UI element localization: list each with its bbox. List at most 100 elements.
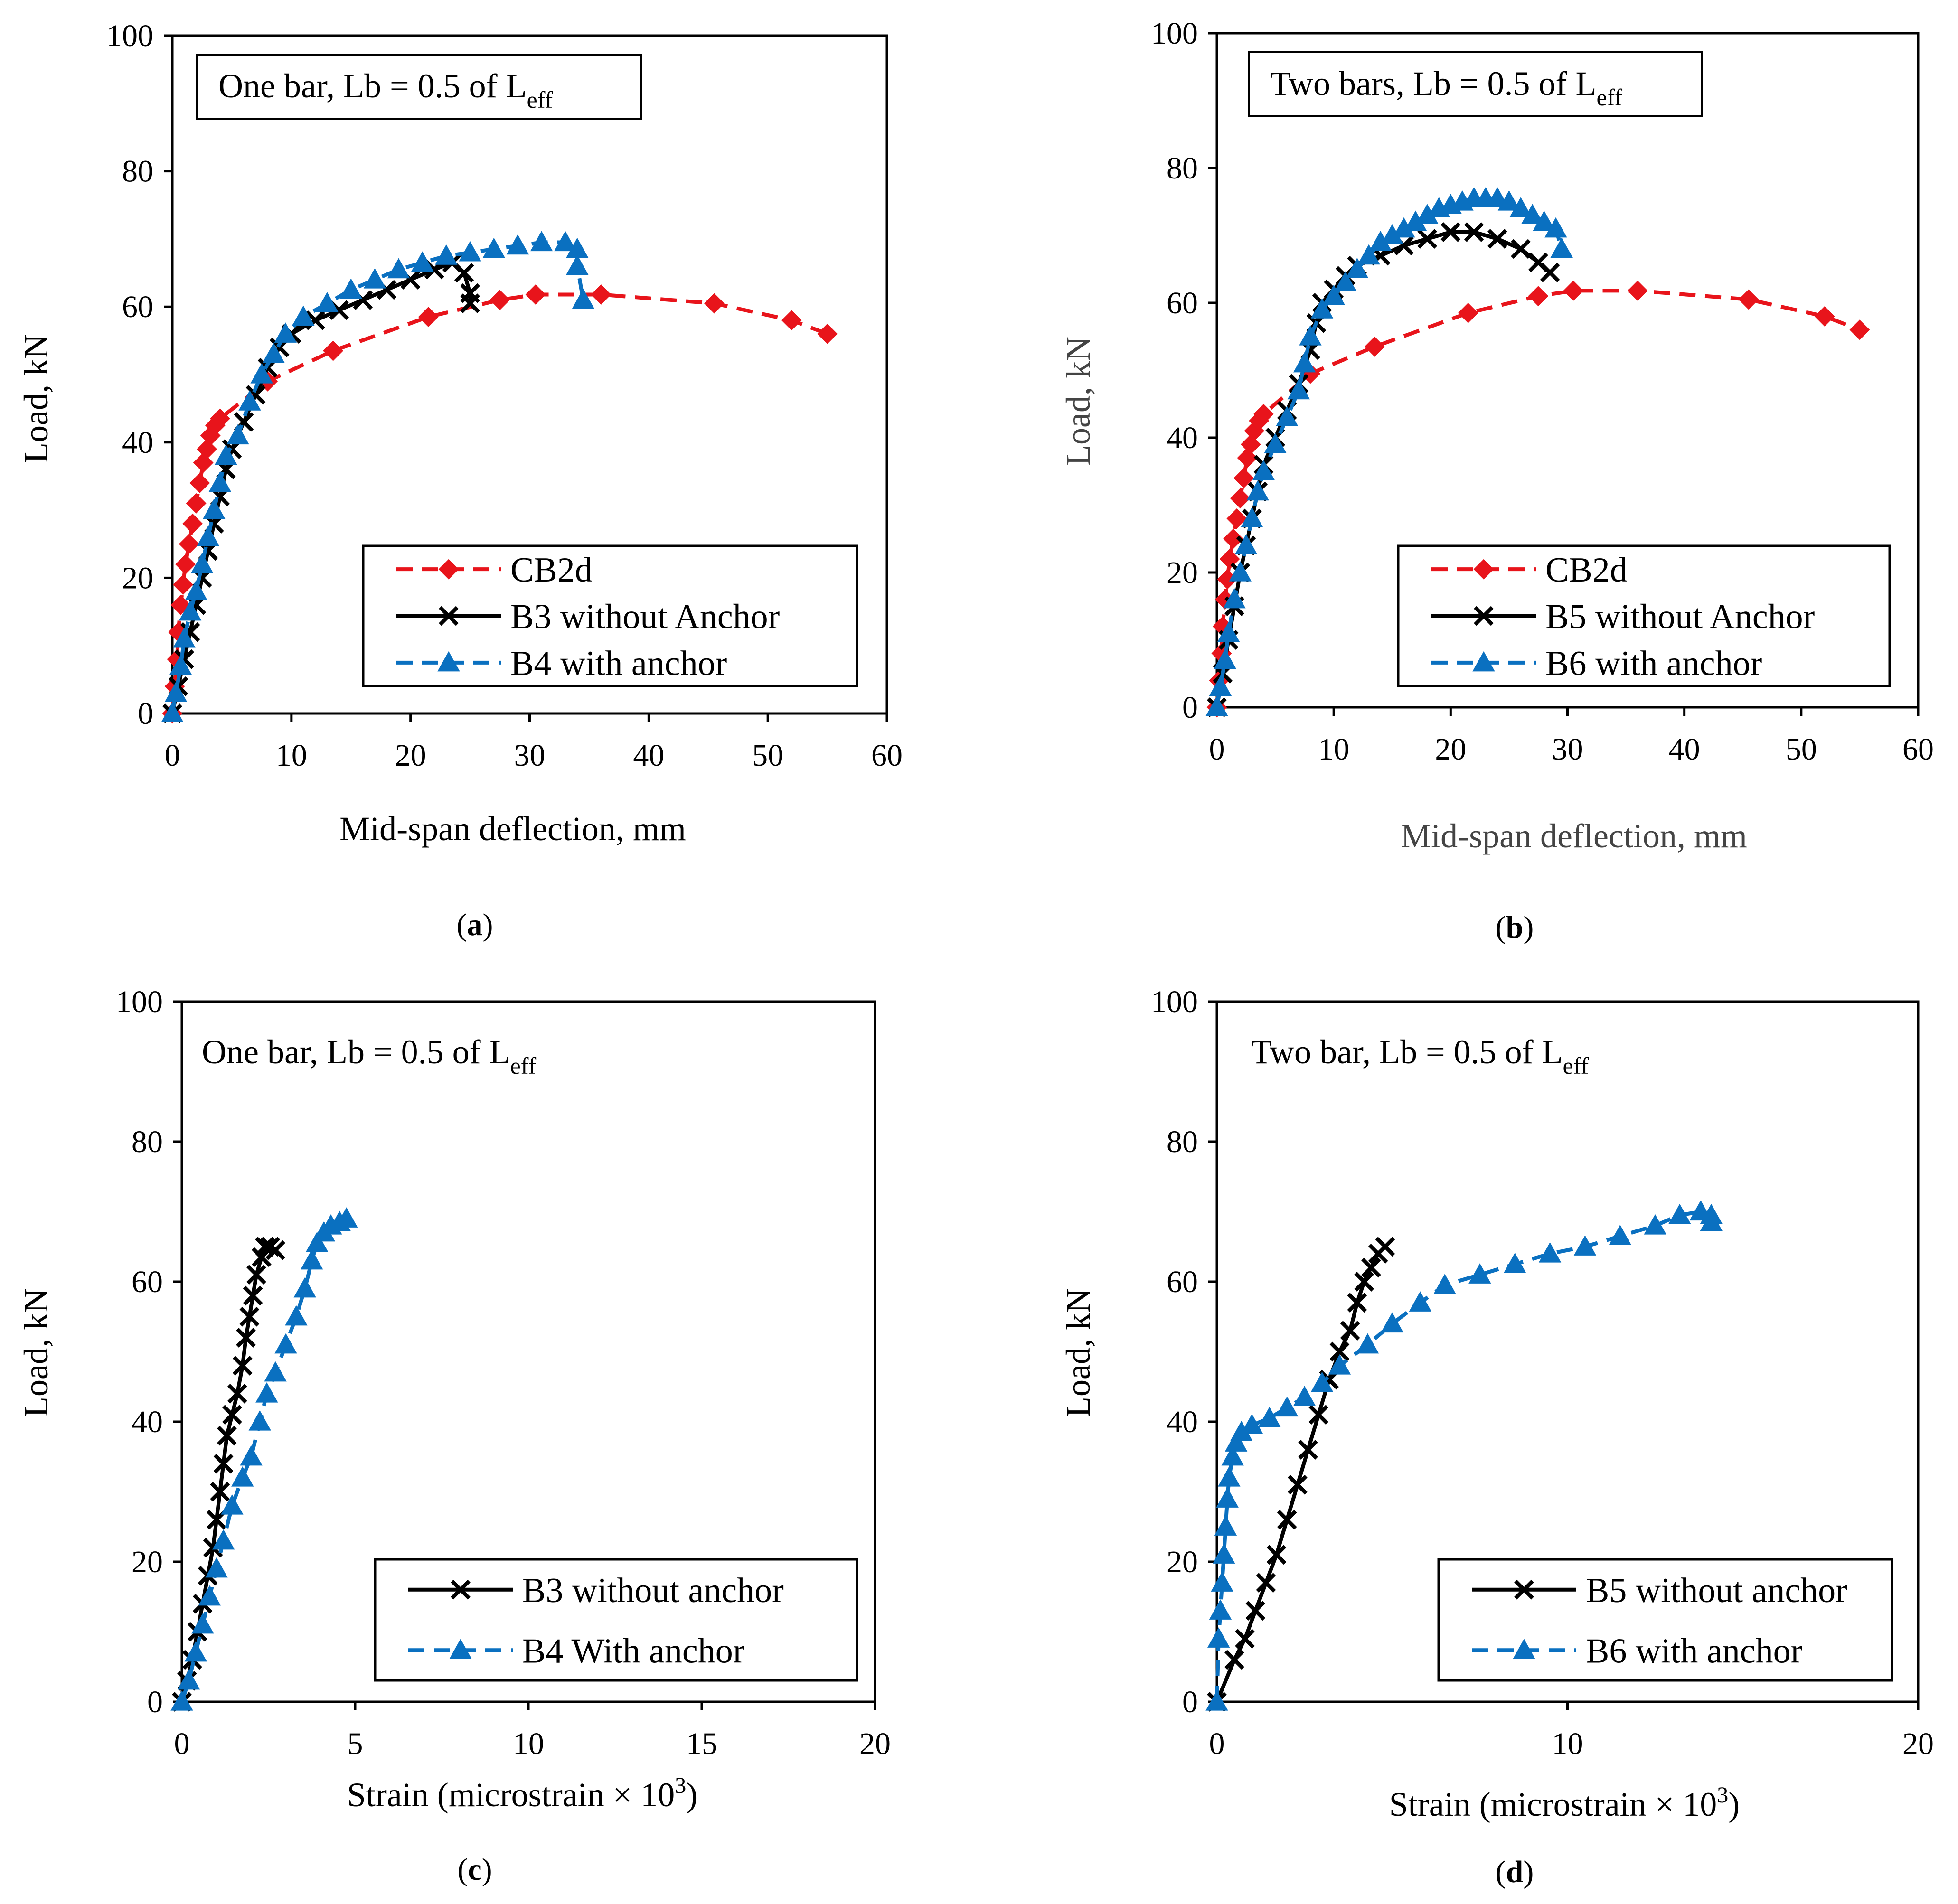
x-tick-label-a: 50 <box>752 738 783 773</box>
data-point-b-2 <box>1544 217 1567 238</box>
data-point-a-2 <box>191 553 214 573</box>
data-point-d-1 <box>1356 1333 1379 1354</box>
data-point-b-2 <box>1322 284 1345 305</box>
data-point-b-1 <box>1417 229 1437 249</box>
data-point-b-0 <box>1230 488 1251 509</box>
data-point-b-2 <box>1252 460 1275 480</box>
x-tick-label-c: 10 <box>513 1726 544 1761</box>
legend-marker-a-1 <box>439 606 459 626</box>
legend-marker-c-0 <box>451 1579 471 1600</box>
data-point-d-0 <box>1329 1341 1350 1362</box>
data-point-a-2 <box>530 231 553 252</box>
data-point-a-0 <box>418 307 439 328</box>
y-tick-label-d: 80 <box>1167 1125 1198 1159</box>
data-point-a-0 <box>781 310 802 331</box>
x-axis-title-c: Strain (microstrain × 103) <box>347 1773 697 1814</box>
legend-label-a-0: CB2d <box>510 551 593 590</box>
legend-label-c-1: B4 With anchor <box>522 1632 744 1670</box>
data-point-a-2 <box>203 498 226 519</box>
data-point-c-0 <box>236 1328 256 1348</box>
y-tick-label-b: 0 <box>1182 690 1198 725</box>
data-point-b-1 <box>1440 222 1461 242</box>
data-point-b-0 <box>1627 281 1648 301</box>
data-point-a-2 <box>262 343 285 363</box>
legend-marker-d-0 <box>1514 1579 1534 1600</box>
data-point-d-1 <box>1213 1543 1235 1564</box>
series-d-1 <box>1205 1200 1723 1711</box>
data-point-b-0 <box>1219 549 1240 570</box>
data-point-d-1 <box>1276 1396 1299 1417</box>
data-point-d-1 <box>1211 1571 1233 1592</box>
data-point-d-0 <box>1308 1405 1328 1425</box>
data-point-b-2 <box>1214 648 1236 669</box>
x-tick-label-a: 40 <box>633 738 664 773</box>
data-point-a-0 <box>525 284 546 305</box>
y-tick-label-d: 20 <box>1167 1545 1198 1579</box>
series-c-1 <box>170 1207 358 1711</box>
annotation-box-b <box>1248 51 1703 117</box>
x-tick-label-c: 5 <box>348 1726 363 1761</box>
data-point-a-2 <box>459 241 481 262</box>
data-point-a-2 <box>226 424 249 445</box>
data-point-c-1 <box>170 1690 193 1711</box>
data-point-d-0 <box>1298 1440 1318 1460</box>
legend-marker-b-0 <box>1473 559 1494 580</box>
y-axis-title-a: Load, kN <box>17 334 55 463</box>
data-point-b-2 <box>1234 534 1258 554</box>
x-axis-title-d: Strain (microstrain × 103) <box>1389 1782 1740 1823</box>
data-point-d-1 <box>1293 1386 1316 1406</box>
legend-marker-a-2 <box>437 651 460 672</box>
data-point-c-1 <box>306 1231 329 1252</box>
data-point-a-2 <box>197 525 219 546</box>
data-point-c-0 <box>227 1384 247 1404</box>
data-point-a-2 <box>363 268 386 289</box>
data-point-d-1 <box>1221 1445 1244 1466</box>
data-point-d-1 <box>1310 1371 1334 1392</box>
data-point-d-0 <box>1347 1293 1367 1313</box>
data-point-c-1 <box>248 1410 271 1431</box>
x-tick-label-c: 0 <box>174 1726 190 1761</box>
data-point-d-1 <box>1668 1203 1691 1224</box>
panel-a: 0 10 20 30 40 50 60 0 20 40 60 80 100 Mid-span deflec… <box>17 19 903 942</box>
data-point-a-2 <box>238 390 261 411</box>
data-point-a-2 <box>411 251 434 272</box>
annotation-box-a <box>196 54 642 120</box>
data-point-b-0 <box>1364 336 1385 357</box>
data-point-a-0 <box>186 493 207 514</box>
data-point-b-2 <box>1217 621 1240 642</box>
data-point-c-1 <box>212 1529 235 1550</box>
x-tick-label-a: 30 <box>514 738 546 773</box>
data-point-b-0 <box>1458 302 1478 323</box>
data-point-c-0 <box>265 1240 285 1260</box>
data-point-d-1 <box>1328 1354 1351 1375</box>
data-point-d-0 <box>1375 1237 1395 1257</box>
data-point-a-2 <box>566 254 589 275</box>
data-point-d-1 <box>1433 1274 1456 1294</box>
data-point-b-2 <box>1521 204 1544 224</box>
y-tick-label-c: 20 <box>132 1545 163 1579</box>
x-axis-title-a: Mid-span deflection, mm <box>339 810 686 848</box>
data-point-b-0 <box>1814 306 1835 327</box>
data-point-a-0 <box>182 513 203 534</box>
series-line-c-0 <box>180 1245 277 1702</box>
annotation-c: One bar, Lb = 0.5 of Leff <box>202 1033 536 1079</box>
data-point-b-2 <box>1299 325 1322 346</box>
data-point-a-2 <box>387 258 410 279</box>
data-point-a-0 <box>591 284 612 305</box>
series-a-2 <box>161 231 595 722</box>
data-point-b-1 <box>1511 239 1531 259</box>
data-point-b-2 <box>1346 257 1369 278</box>
data-point-b-2 <box>1509 197 1532 217</box>
data-point-b-0 <box>1233 468 1254 488</box>
data-point-b-0 <box>1528 286 1549 307</box>
y-tick-label-c: 40 <box>132 1405 163 1439</box>
legend-label-d-1: B6 with anchor <box>1586 1632 1802 1670</box>
x-tick-label-b: 40 <box>1669 732 1700 767</box>
data-point-c-1 <box>264 1361 287 1382</box>
data-point-d-0 <box>1340 1321 1360 1341</box>
data-point-c-0 <box>217 1426 237 1446</box>
data-point-c-0 <box>243 1285 263 1306</box>
data-point-a-2 <box>316 292 339 312</box>
legend-label-d-0: B5 without anchor <box>1586 1571 1847 1610</box>
x-tick-label-b: 50 <box>1786 732 1817 767</box>
